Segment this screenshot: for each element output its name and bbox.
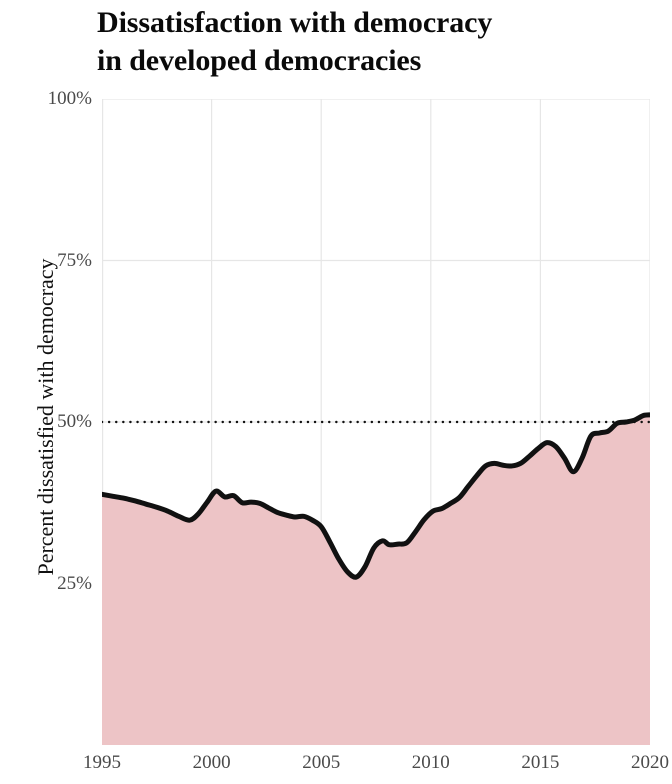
y-axis-tick-labels: 25% 50% 75% 100%: [0, 0, 92, 784]
x-tick-label: 1995: [83, 752, 121, 773]
area-fill: [102, 414, 650, 745]
plot-area: [102, 99, 650, 745]
x-axis-tick-labels: 1995 2000 2005 2010 2015 2020: [83, 752, 669, 782]
y-tick-label: 50%: [57, 411, 92, 432]
chart-canvas: [102, 99, 650, 745]
x-tick-label: 2010: [411, 752, 450, 773]
x-tick-label: 2005: [302, 752, 341, 773]
y-tick-label: 75%: [57, 249, 92, 271]
y-tick-label: 25%: [57, 572, 92, 594]
x-tick-label: 2000: [192, 752, 231, 773]
x-tick-label: 2015: [521, 752, 560, 773]
y-tick-label: 100%: [47, 88, 92, 109]
x-tick-label: 2020: [631, 752, 669, 773]
series-line: [102, 412, 650, 580]
chart-title: Dissatisfaction with democracy in develo…: [97, 6, 493, 77]
